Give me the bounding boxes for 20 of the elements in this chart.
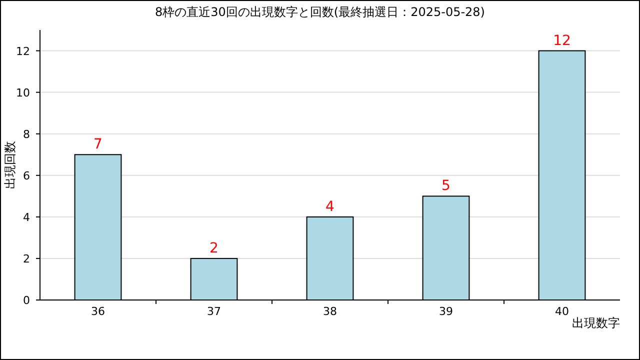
y-tick-label: 10 [16,86,30,100]
data-label: 7 [94,136,102,153]
data-label: 12 [553,32,571,49]
data-label: 2 [210,240,218,256]
y-axis-title: 出現回数 [3,141,17,189]
y-tick-label: 12 [16,44,30,58]
x-tick-label: 40 [555,305,569,318]
x-tick-label: 39 [439,305,453,318]
chart-title: 8枠の直近30回の出現数字と回数(最終抽選日：2025-05-28) [154,5,486,19]
x-tick-label: 37 [207,305,221,318]
y-tick-label: 4 [23,210,30,224]
x-tick-label: 38 [323,305,337,318]
x-tick-label: 36 [91,305,105,318]
y-tick-label: 2 [23,252,30,266]
data-label: 5 [442,178,450,194]
data-label: 4 [326,198,335,215]
y-tick-label: 6 [23,169,30,182]
y-tick-label: 0 [23,294,30,307]
y-tick-label: 8 [23,128,30,141]
x-axis-title: 出現数字 [572,316,620,330]
